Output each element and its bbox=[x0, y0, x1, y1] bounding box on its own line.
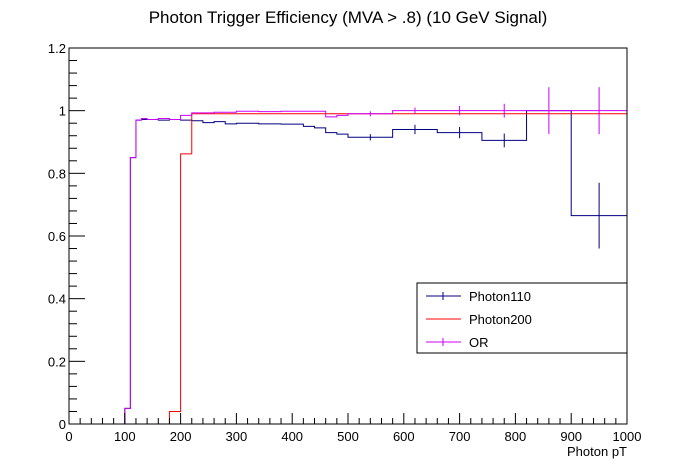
x-tick-label: 300 bbox=[226, 429, 248, 444]
series-line-or bbox=[69, 110, 627, 425]
x-tick-label: 800 bbox=[505, 429, 527, 444]
y-tick-label: 1.2 bbox=[48, 41, 66, 56]
legend-label-or: OR bbox=[469, 335, 489, 350]
series-line-photon110 bbox=[69, 110, 627, 425]
x-tick-label: 1000 bbox=[613, 429, 642, 444]
y-tick-label: 1 bbox=[59, 104, 66, 119]
x-tick-label: 900 bbox=[560, 429, 582, 444]
legend-label-photon110: Photon110 bbox=[469, 289, 531, 304]
y-tick-label: 0.2 bbox=[48, 354, 66, 369]
x-tick-label: 200 bbox=[170, 429, 192, 444]
y-tick-label: 0.4 bbox=[48, 292, 66, 307]
x-tick-label: 400 bbox=[281, 429, 303, 444]
x-axis-title: Photon pT bbox=[567, 444, 627, 459]
axes-layer: 0 100 200 300 400 500 600 700 800 900 1000 0 0.2 0.4 0… bbox=[48, 41, 642, 444]
y-tick-label: 0 bbox=[59, 417, 66, 432]
legend-label-photon200: Photon200 bbox=[469, 312, 532, 327]
y-tick-label: 0.6 bbox=[48, 229, 66, 244]
legend-box bbox=[416, 282, 628, 354]
x-tick-label: 600 bbox=[393, 429, 415, 444]
x-tick-label: 100 bbox=[114, 429, 136, 444]
y-tick-label: 0.8 bbox=[48, 166, 66, 181]
x-tick-label: 700 bbox=[449, 429, 471, 444]
legend: Photon110 Photon200 OR bbox=[416, 282, 628, 354]
chart-title: Photon Trigger Efficiency (MVA > .8) (10… bbox=[149, 8, 548, 27]
x-tick-label: 0 bbox=[65, 429, 72, 444]
x-tick-label: 500 bbox=[337, 429, 359, 444]
